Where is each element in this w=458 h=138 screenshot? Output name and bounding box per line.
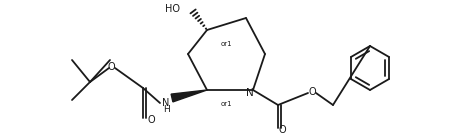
Polygon shape: [171, 90, 207, 102]
Text: H: H: [163, 104, 169, 113]
Text: O: O: [147, 115, 155, 125]
Text: N: N: [246, 88, 254, 98]
Text: O: O: [308, 87, 316, 97]
Text: O: O: [107, 62, 115, 72]
Text: N: N: [162, 98, 169, 108]
Text: or1: or1: [221, 101, 233, 107]
Text: HO: HO: [165, 4, 180, 14]
Text: O: O: [278, 125, 286, 135]
Text: or1: or1: [221, 41, 233, 47]
